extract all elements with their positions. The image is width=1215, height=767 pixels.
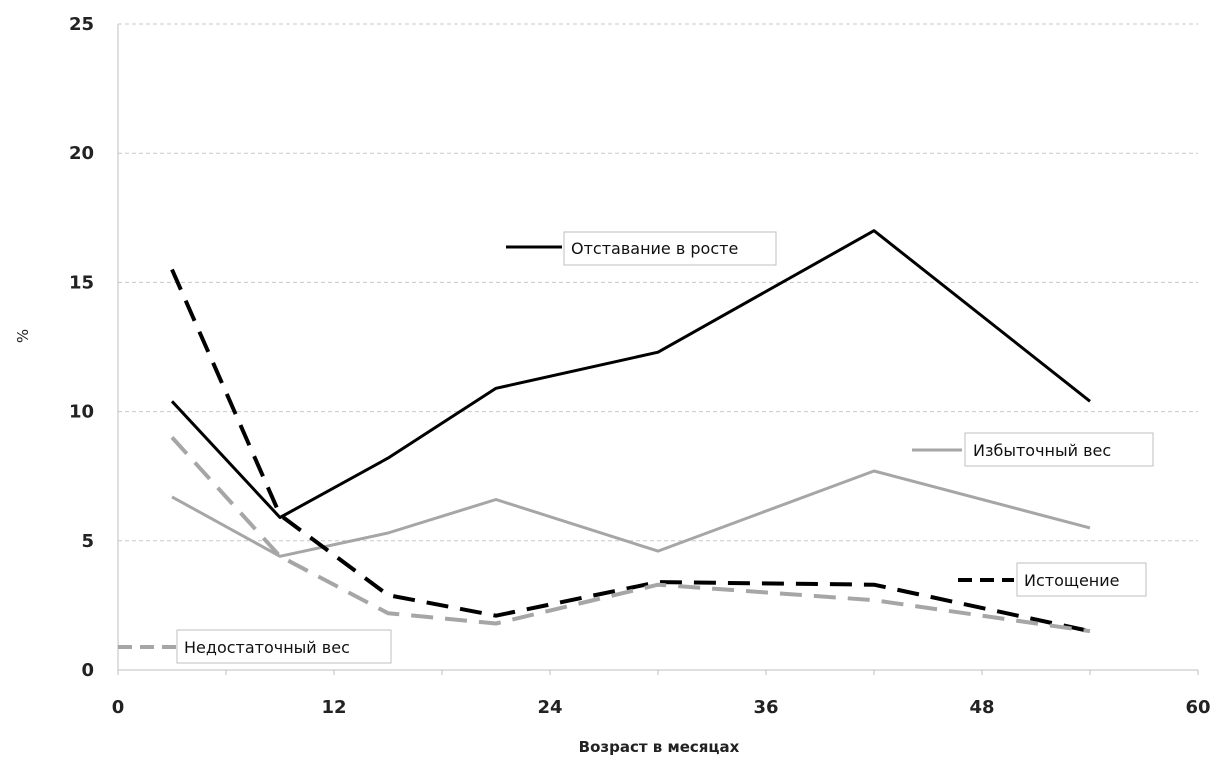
series-labels: Отставание в росте Избыточный вес Истоще… <box>118 231 1154 664</box>
series-line-0 <box>170 229 1091 519</box>
y-axis-ticks: 0 5 10 15 20 25 <box>69 14 94 681</box>
y-tick-label: 5 <box>81 531 94 552</box>
label-overweight: Избыточный вес <box>912 432 1154 467</box>
series-line-3 <box>170 436 1091 634</box>
x-axis-title: Возраст в месяцах <box>579 738 740 756</box>
axes <box>117 24 1199 675</box>
gridlines <box>118 23 1198 542</box>
label-wasting-box <box>1016 562 1147 597</box>
y-tick-label: 20 <box>69 143 94 164</box>
series-lines <box>170 229 1091 634</box>
x-tick-label: 48 <box>969 697 994 718</box>
label-wasting-text: Истощение <box>1024 571 1120 590</box>
label-wasting: Истощение <box>958 562 1147 597</box>
x-axis-ticks: 0 12 24 36 48 60 <box>112 697 1211 718</box>
label-stunting-box <box>563 231 777 266</box>
y-tick-label: 0 <box>81 660 94 681</box>
x-tick-label: 12 <box>321 697 346 718</box>
x-tick-label: 60 <box>1185 697 1210 718</box>
label-stunting: Отставание в росте <box>506 231 777 266</box>
x-tick-label: 0 <box>112 697 125 718</box>
x-tick-label: 24 <box>537 697 562 718</box>
label-overweight-text: Избыточный вес <box>973 441 1111 460</box>
label-overweight-box <box>964 432 1154 467</box>
y-axis-title: % <box>14 329 32 343</box>
label-stunting-text: Отставание в росте <box>571 239 738 258</box>
label-underweight-box <box>176 629 392 664</box>
y-tick-label: 25 <box>69 14 94 35</box>
label-underweight: Недостаточный вес <box>118 629 392 664</box>
series-line-2 <box>170 268 1091 634</box>
x-tick-label: 36 <box>753 697 778 718</box>
series-line-1 <box>171 469 1091 558</box>
label-underweight-text: Недостаточный вес <box>184 638 350 657</box>
y-tick-label: 15 <box>69 272 94 293</box>
y-tick-label: 10 <box>69 402 94 423</box>
